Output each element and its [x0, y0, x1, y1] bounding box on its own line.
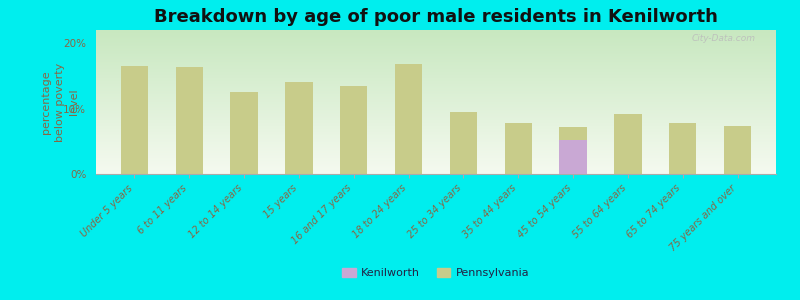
Bar: [669, 123, 697, 174]
Legend: Kenilworth, Pennsylvania: Kenilworth, Pennsylvania: [338, 263, 534, 283]
Bar: [285, 82, 313, 174]
Text: City-Data.com: City-Data.com: [691, 34, 755, 43]
Bar: [121, 66, 148, 174]
Bar: [395, 64, 422, 174]
Bar: [450, 112, 477, 174]
Bar: [505, 123, 532, 174]
Bar: [559, 140, 587, 174]
Bar: [614, 114, 642, 174]
Bar: [559, 127, 587, 174]
Bar: [340, 85, 367, 174]
Y-axis label: percentage
below poverty
level: percentage below poverty level: [42, 62, 79, 142]
Bar: [230, 92, 258, 174]
Title: Breakdown by age of poor male residents in Kenilworth: Breakdown by age of poor male residents …: [154, 8, 718, 26]
Bar: [724, 126, 751, 174]
Bar: [175, 67, 203, 174]
